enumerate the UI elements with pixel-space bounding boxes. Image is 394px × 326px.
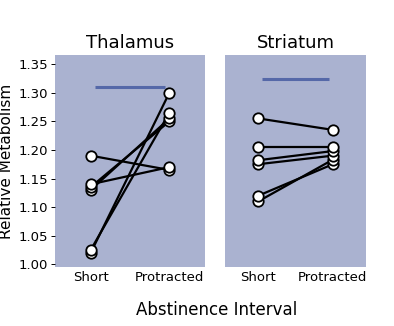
Title: Striatum: Striatum bbox=[256, 35, 335, 52]
Text: Abstinence Interval: Abstinence Interval bbox=[136, 302, 297, 319]
Y-axis label: Relative Metabolism: Relative Metabolism bbox=[0, 84, 15, 239]
Title: Thalamus: Thalamus bbox=[86, 35, 174, 52]
